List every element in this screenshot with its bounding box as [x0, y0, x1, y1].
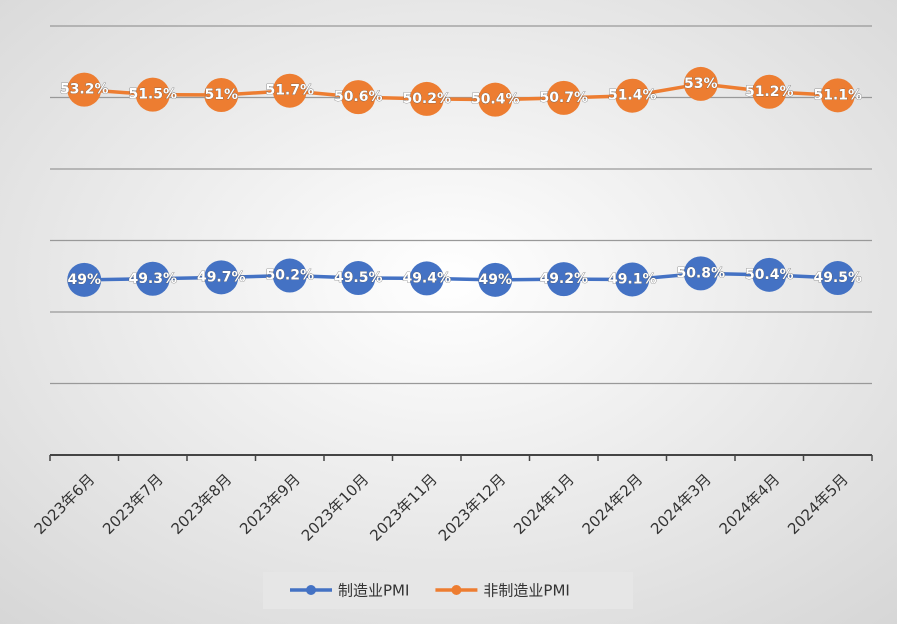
- marker: [478, 82, 513, 117]
- marker: [204, 77, 239, 112]
- marker: [546, 262, 581, 297]
- marker: [341, 80, 376, 115]
- value-label: 49%: [67, 272, 101, 288]
- marker: [204, 260, 239, 295]
- marker: [135, 77, 170, 112]
- marker: [478, 262, 513, 297]
- value-label: 51.7%: [265, 83, 314, 99]
- value-label: 51%: [204, 87, 238, 103]
- value-label: 49.5%: [813, 270, 862, 286]
- value-label: 51.1%: [813, 87, 862, 103]
- marker: [67, 72, 102, 107]
- marker: [135, 261, 170, 296]
- marker: [546, 80, 581, 115]
- value-label: 53%: [684, 76, 718, 92]
- marker: [409, 81, 444, 116]
- marker: [820, 78, 855, 113]
- marker: [409, 261, 444, 296]
- marker: [615, 78, 650, 113]
- value-label: 49.1%: [608, 271, 657, 287]
- legend-marker: [451, 585, 462, 595]
- marker: [67, 262, 102, 297]
- value-label: 49%: [478, 272, 512, 288]
- marker: [272, 258, 307, 293]
- value-label: 53.2%: [60, 82, 109, 98]
- value-label: 50.2%: [402, 91, 451, 107]
- value-label: 51.5%: [128, 87, 177, 103]
- value-label: 49.4%: [402, 270, 451, 286]
- value-label: 50.6%: [334, 89, 383, 105]
- marker: [272, 73, 307, 108]
- value-label: 50.7%: [539, 90, 588, 106]
- marker: [820, 261, 855, 296]
- value-label: 51.4%: [608, 88, 657, 104]
- marker: [752, 74, 787, 109]
- value-label: 50.4%: [745, 267, 794, 283]
- marker: [683, 66, 718, 101]
- value-label: 51.2%: [745, 84, 794, 100]
- value-label: 49.2%: [539, 271, 588, 287]
- value-label: 49.7%: [197, 269, 246, 285]
- value-label: 50.4%: [471, 92, 520, 108]
- value-label: 50.8%: [676, 265, 725, 281]
- legend-label: 非制造业PMI: [483, 582, 569, 600]
- value-label: 49.3%: [128, 271, 177, 287]
- marker: [615, 262, 650, 297]
- legend-label: 制造业PMI: [338, 582, 409, 600]
- legend-marker: [306, 585, 316, 595]
- value-label: 49.5%: [334, 270, 383, 286]
- marker: [341, 261, 376, 296]
- value-label: 50.2%: [265, 268, 314, 284]
- marker: [683, 256, 718, 291]
- marker: [752, 257, 787, 292]
